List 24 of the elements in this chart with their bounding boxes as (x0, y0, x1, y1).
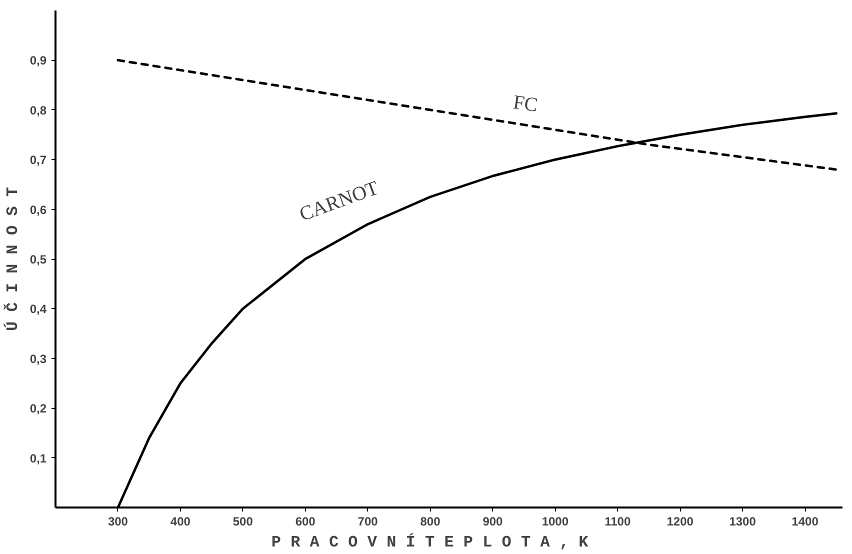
x-tick-label: 500 (232, 514, 254, 528)
y-axis-title: Ú Č I N N O S T (2, 186, 22, 332)
x-tick-label: 1300 (729, 514, 756, 528)
x-tick-label: 400 (170, 514, 191, 528)
x-axis-title: P R A C O V N Í T E P L O T A , K (271, 532, 589, 552)
y-tick-label: 0,5 (30, 252, 47, 266)
x-tick-label: 1000 (542, 514, 569, 528)
y-tick-label: 0,8 (30, 103, 47, 118)
y-tick-label: 0,7 (30, 153, 47, 168)
x-tick-label: 300 (108, 514, 128, 528)
y-tick-label: 0,9 (30, 54, 47, 68)
x-tick-label: 900 (482, 514, 504, 528)
x-tick-label: 1100 (604, 514, 631, 528)
y-tick-label: 0,6 (30, 202, 47, 217)
y-tick-label: 0,3 (30, 352, 47, 366)
y-tick-label: 0,2 (30, 402, 47, 416)
x-tick-label: 600 (295, 514, 316, 528)
x-tick-label: 1200 (666, 514, 694, 528)
y-tick-label: 0,4 (30, 302, 47, 316)
text: FC (512, 91, 540, 117)
x-tick-label: 800 (420, 514, 441, 528)
x-tick-label: 700 (358, 514, 378, 528)
y-tick-label: 0,1 (30, 451, 47, 466)
x-tick-label: 1400 (792, 514, 819, 528)
